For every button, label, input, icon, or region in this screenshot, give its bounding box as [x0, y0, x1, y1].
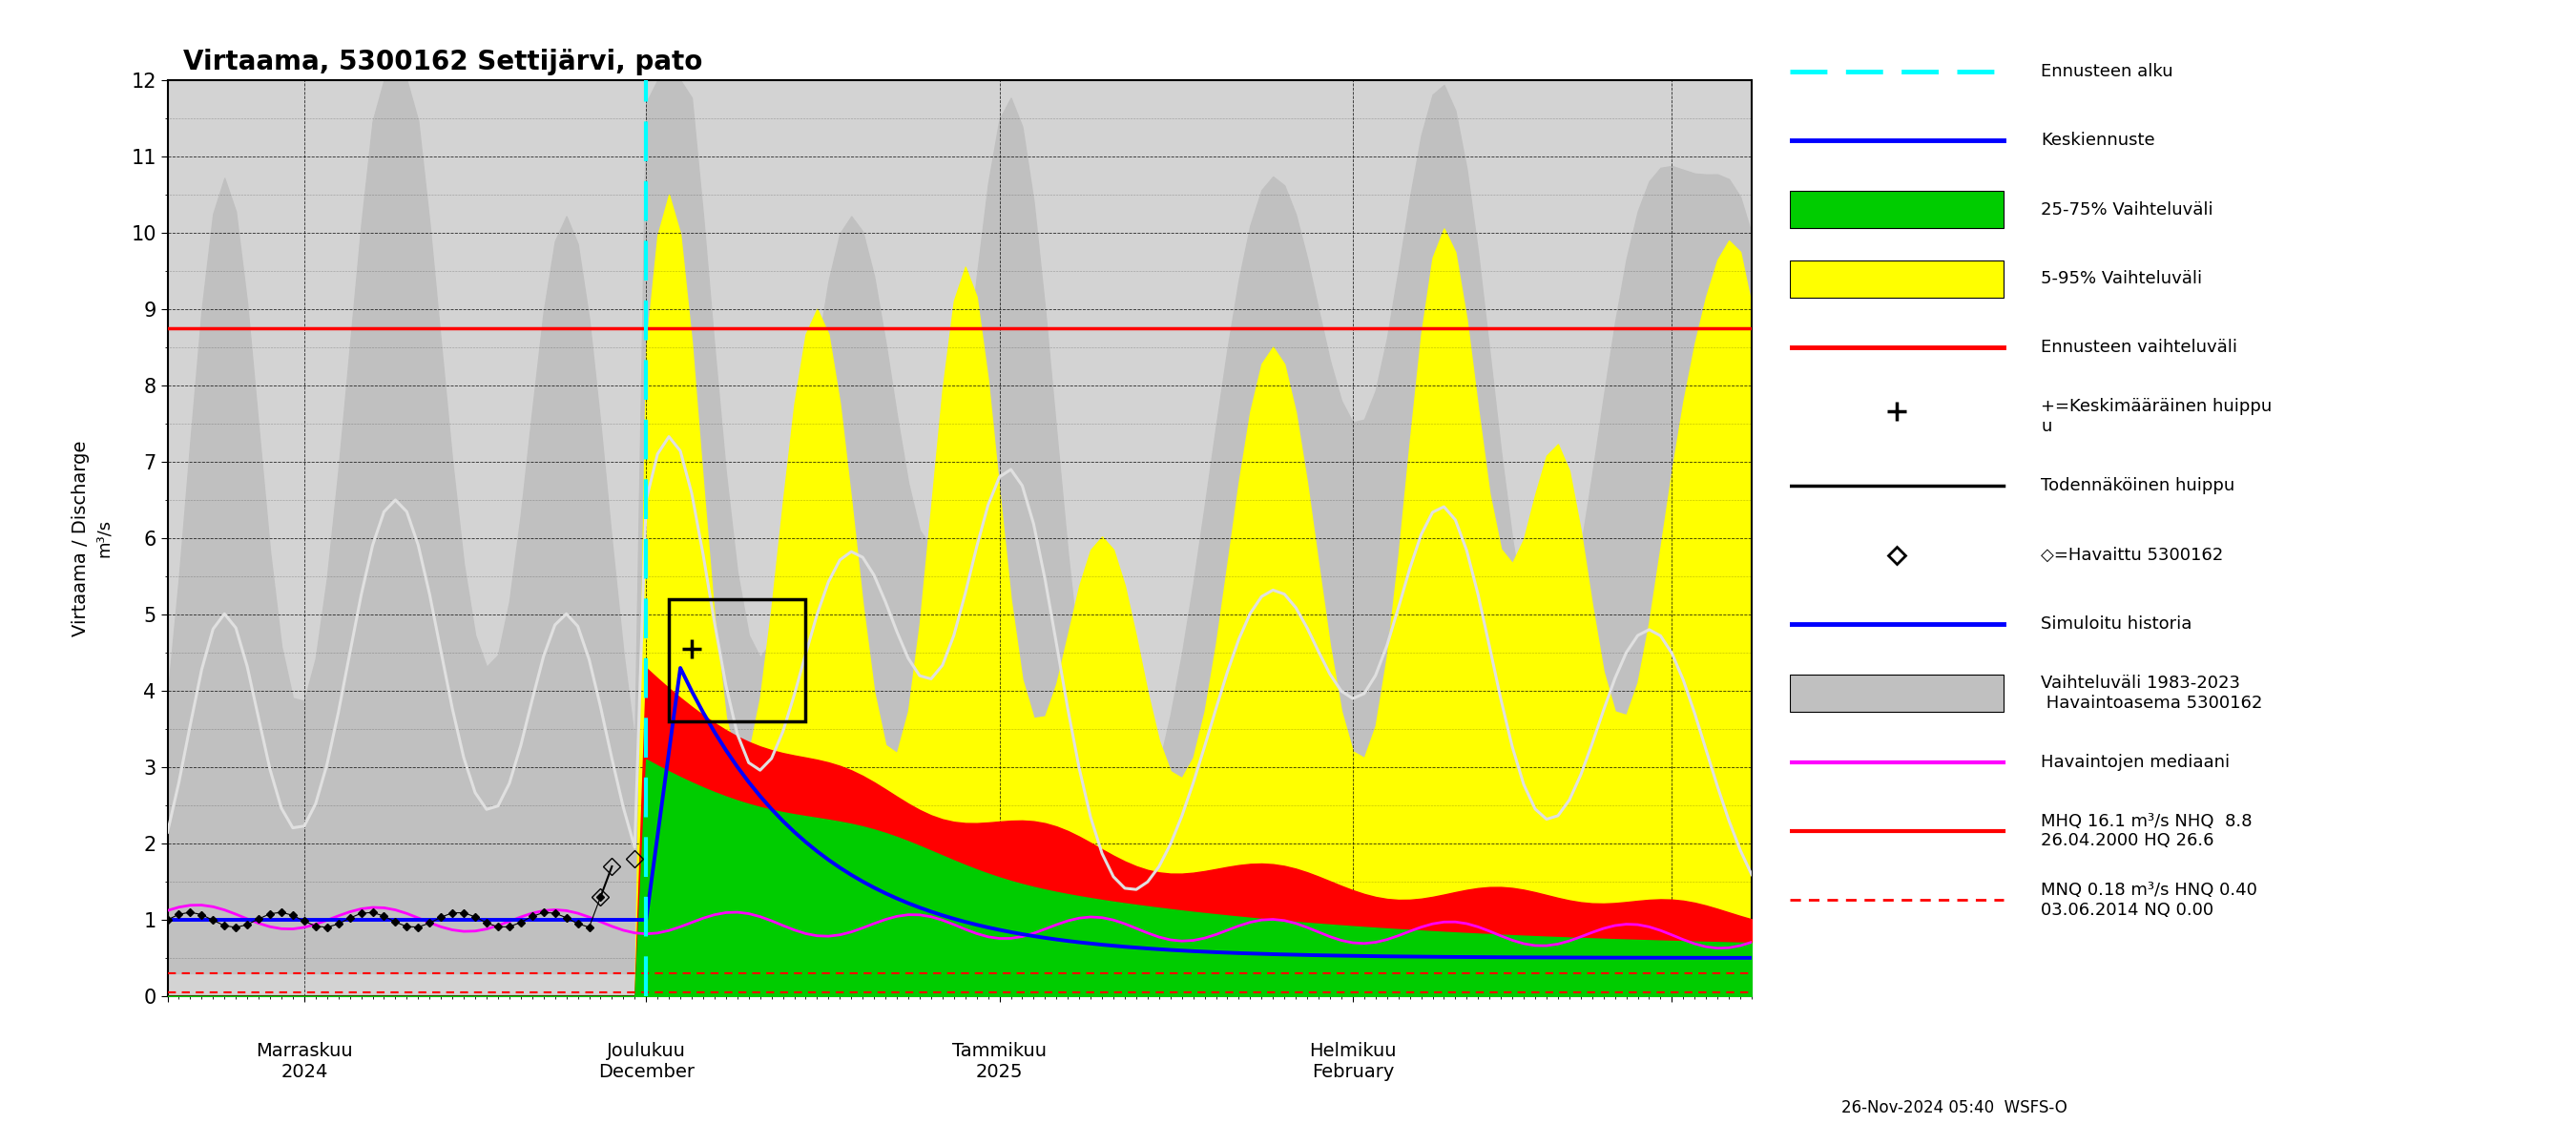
Text: Joulukuu
December: Joulukuu December [598, 1042, 696, 1081]
Text: 25-75% Vaihteluväli: 25-75% Vaihteluväli [2040, 202, 2213, 219]
Text: Simuloitu historia: Simuloitu historia [2040, 615, 2192, 632]
Text: 26-Nov-2024 05:40  WSFS-O: 26-Nov-2024 05:40 WSFS-O [1842, 1099, 2069, 1116]
Text: Havaintojen mediaani: Havaintojen mediaani [2040, 753, 2231, 771]
Bar [670, 599, 806, 721]
Text: ◇=Havaittu 5300162: ◇=Havaittu 5300162 [2040, 546, 2223, 563]
Text: Ennusteen vaihteluväli: Ennusteen vaihteluväli [2040, 339, 2239, 356]
Text: Marraskuu
2024: Marraskuu 2024 [255, 1042, 353, 1081]
Text: MNQ 0.18 m³/s HNQ 0.40
03.06.2014 NQ 0.00: MNQ 0.18 m³/s HNQ 0.40 03.06.2014 NQ 0.0… [2040, 882, 2257, 918]
Text: Virtaama / Discharge: Virtaama / Discharge [72, 440, 90, 637]
Text: +=Keskimääräinen huippu
u: +=Keskimääräinen huippu u [2040, 398, 2272, 435]
Text: Tammikuu
2025: Tammikuu 2025 [953, 1042, 1046, 1081]
Text: Vaihteluväli 1983-2023
 Havaintoasema 5300162: Vaihteluväli 1983-2023 Havaintoasema 530… [2040, 674, 2262, 711]
Text: Todennäköinen huippu: Todennäköinen huippu [2040, 477, 2236, 495]
Bar [1790, 674, 2004, 711]
Text: Virtaama, 5300162 Settijärvi, pato: Virtaama, 5300162 Settijärvi, pato [183, 48, 703, 76]
Text: Ennusteen alku: Ennusteen alku [2040, 63, 2174, 80]
Text: m³/s: m³/s [95, 519, 113, 558]
Text: 5-95% Vaihteluväli: 5-95% Vaihteluväli [2040, 270, 2202, 287]
Text: MHQ 16.1 m³/s NHQ  8.8
26.04.2000 HQ 26.6: MHQ 16.1 m³/s NHQ 8.8 26.04.2000 HQ 26.6 [2040, 813, 2251, 850]
Text: Keskiennuste: Keskiennuste [2040, 132, 2156, 149]
Text: Helmikuu
February: Helmikuu February [1309, 1042, 1396, 1081]
Bar [1790, 260, 2004, 298]
Bar [1790, 191, 2004, 228]
